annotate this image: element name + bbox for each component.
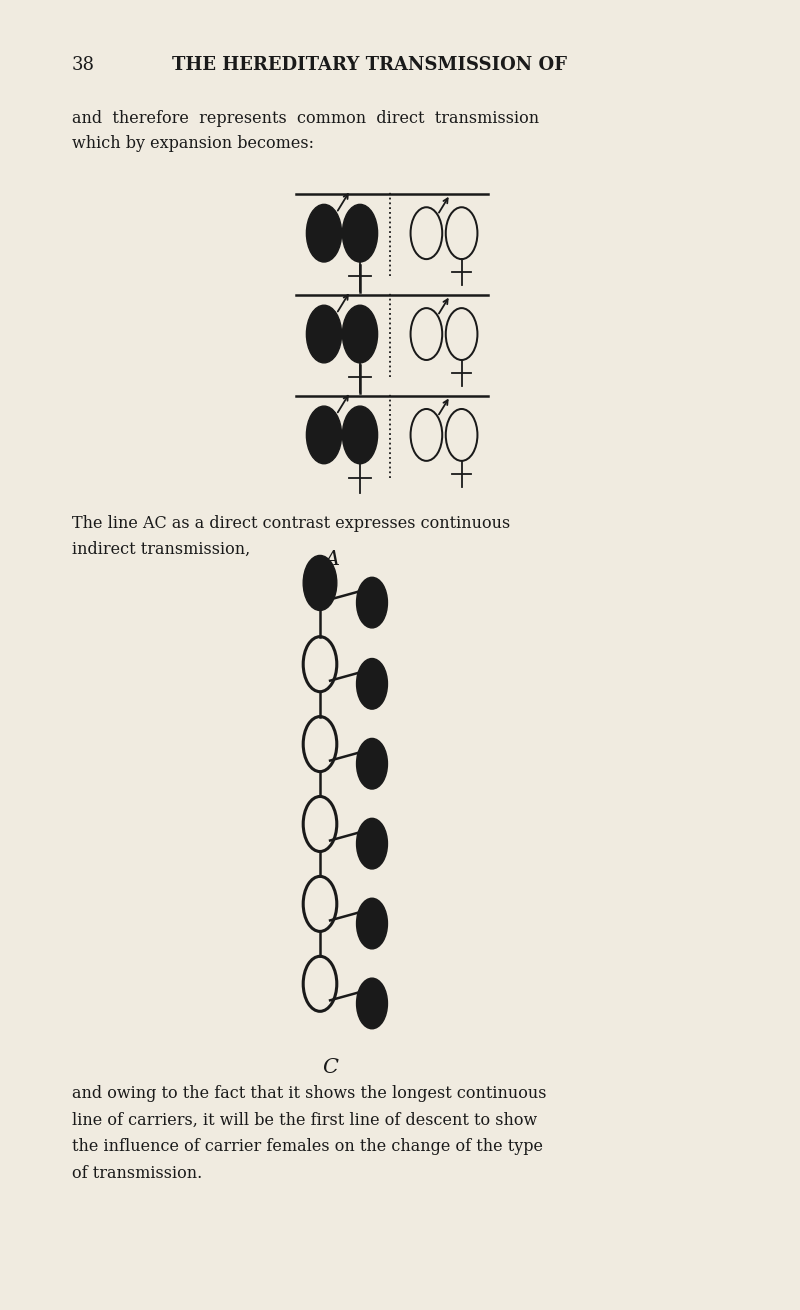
Circle shape [357, 819, 387, 869]
Circle shape [357, 899, 387, 948]
Text: and  therefore  represents  common  direct  transmission: and therefore represents common direct t… [72, 110, 539, 127]
Circle shape [357, 979, 387, 1028]
Text: indirect transmission,: indirect transmission, [72, 541, 250, 558]
Text: A: A [325, 550, 339, 570]
Text: C: C [322, 1058, 338, 1078]
Text: THE HEREDITARY TRANSMISSION OF: THE HEREDITARY TRANSMISSION OF [172, 56, 567, 75]
Circle shape [357, 578, 387, 627]
Text: of transmission.: of transmission. [72, 1166, 202, 1182]
Circle shape [306, 204, 342, 262]
Circle shape [357, 739, 387, 789]
Circle shape [306, 305, 342, 363]
Circle shape [342, 305, 378, 363]
Circle shape [342, 406, 378, 464]
Text: the influence of carrier females on the change of the type: the influence of carrier females on the … [72, 1138, 543, 1155]
Text: 38: 38 [72, 56, 95, 75]
Circle shape [306, 406, 342, 464]
Text: which by expansion becomes:: which by expansion becomes: [72, 135, 314, 152]
Text: and owing to the fact that it shows the longest continuous: and owing to the fact that it shows the … [72, 1085, 546, 1102]
Circle shape [303, 555, 337, 610]
Circle shape [357, 659, 387, 709]
Circle shape [342, 204, 378, 262]
Text: The line AC as a direct contrast expresses continuous: The line AC as a direct contrast express… [72, 515, 510, 532]
Text: line of carriers, it will be the first line of descent to show: line of carriers, it will be the first l… [72, 1111, 538, 1128]
